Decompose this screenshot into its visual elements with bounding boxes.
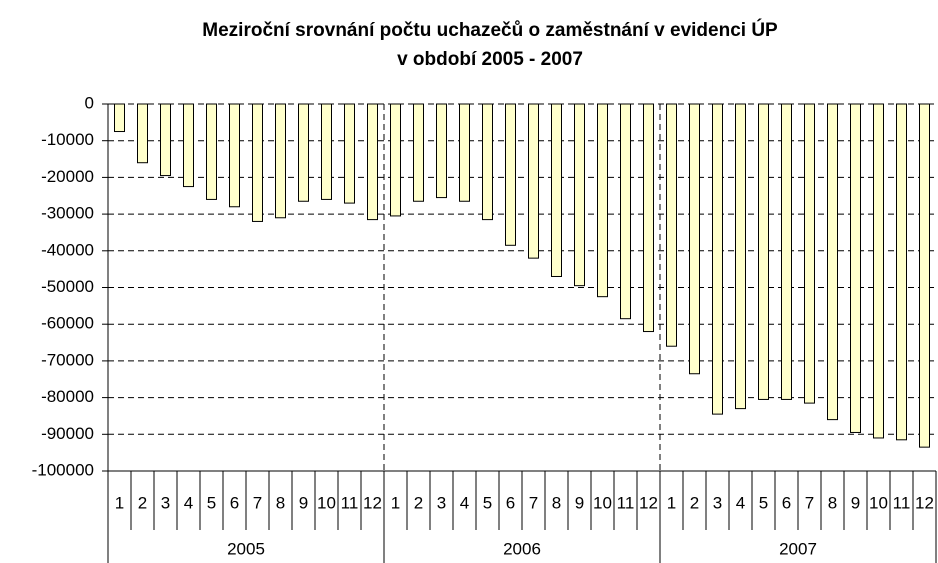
- x-tick-label: 2: [414, 493, 423, 512]
- y-tick-label: -50000: [41, 277, 94, 296]
- x-tick-label: 2: [690, 493, 699, 512]
- bar: [873, 103, 884, 439]
- chart-title: v období 2005 - 2007: [397, 49, 583, 70]
- bar: [137, 103, 148, 164]
- bar: [574, 103, 585, 287]
- bar: [160, 103, 171, 177]
- bar: [367, 103, 378, 221]
- bar: [275, 103, 286, 219]
- x-tick-label: 7: [253, 493, 262, 512]
- x-tick-label: 11: [893, 493, 911, 512]
- x-tick-label: 12: [915, 493, 934, 512]
- x-tick-label: 5: [759, 493, 768, 512]
- y-tick-label: -80000: [41, 387, 94, 406]
- x-tick-label: 8: [276, 493, 285, 512]
- bar: [551, 103, 562, 277]
- bar: [827, 103, 838, 421]
- y-tick-label: -30000: [41, 204, 94, 223]
- bar: [390, 103, 401, 217]
- bar: [344, 103, 355, 204]
- bar: [689, 103, 700, 375]
- x-tick-label: 7: [805, 493, 814, 512]
- x-tick-label: 2: [138, 493, 147, 512]
- x-tick-label: 6: [506, 493, 515, 512]
- x-tick-label: 11: [341, 493, 359, 512]
- x-tick-label: 12: [363, 493, 382, 512]
- x-tick-label: 6: [230, 493, 239, 512]
- x-tick-label: 4: [460, 493, 469, 512]
- y-tick-label: -60000: [41, 314, 94, 333]
- y-tick-label: 0: [85, 93, 94, 112]
- y-tick-label: -10000: [41, 130, 94, 149]
- x-tick-label: 12: [639, 493, 658, 512]
- bar: [505, 103, 516, 246]
- bar: [183, 103, 194, 188]
- bar: [712, 103, 723, 415]
- x-tick-label: 9: [575, 493, 584, 512]
- x-tick-label: 4: [736, 493, 745, 512]
- x-tick-label: 7: [529, 493, 538, 512]
- bar: [643, 103, 654, 333]
- bar: [758, 103, 769, 400]
- x-tick-label: 3: [437, 493, 446, 512]
- bar: [597, 103, 608, 298]
- bar: [321, 103, 332, 200]
- bar: [666, 103, 677, 347]
- x-tick-label: 8: [828, 493, 837, 512]
- bar: [620, 103, 631, 320]
- y-tick-label: -20000: [41, 167, 94, 186]
- x-tick-label: 6: [782, 493, 791, 512]
- group-label: 2007: [779, 539, 817, 558]
- y-tick-label: -70000: [41, 350, 94, 369]
- bar: [298, 103, 309, 202]
- y-tick-label: -40000: [41, 240, 94, 259]
- group-label: 2005: [227, 539, 265, 558]
- bar: [804, 103, 815, 404]
- y-tick-label: -100000: [32, 460, 94, 479]
- bar: [114, 103, 125, 133]
- x-tick-label: 3: [713, 493, 722, 512]
- bar: [413, 103, 424, 202]
- bar: [781, 103, 792, 400]
- x-tick-label: 11: [617, 493, 635, 512]
- x-tick-label: 10: [593, 493, 612, 512]
- bar: [252, 103, 263, 222]
- x-tick-label: 10: [317, 493, 336, 512]
- x-tick-label: 5: [483, 493, 492, 512]
- bar: [735, 103, 746, 410]
- bar: [482, 103, 493, 221]
- bar: [459, 103, 470, 202]
- x-tick-label: 1: [391, 493, 400, 512]
- bar: [229, 103, 240, 208]
- bar: [436, 103, 447, 199]
- x-tick-label: 10: [869, 493, 888, 512]
- bar: [919, 103, 930, 448]
- x-tick-label: 9: [851, 493, 860, 512]
- x-tick-label: 1: [667, 493, 676, 512]
- bar: [850, 103, 861, 433]
- chart-title: Meziroční srovnání počtu uchazečů o zamě…: [202, 19, 778, 41]
- x-tick-label: 9: [299, 493, 308, 512]
- x-tick-label: 4: [184, 493, 193, 512]
- x-tick-label: 5: [207, 493, 216, 512]
- x-tick-label: 1: [115, 493, 124, 512]
- x-tick-label: 3: [161, 493, 170, 512]
- y-tick-label: -90000: [41, 424, 94, 443]
- bar: [896, 103, 907, 441]
- bar: [528, 103, 539, 259]
- x-tick-label: 8: [552, 493, 561, 512]
- bar: [206, 103, 217, 200]
- group-label: 2006: [503, 539, 541, 558]
